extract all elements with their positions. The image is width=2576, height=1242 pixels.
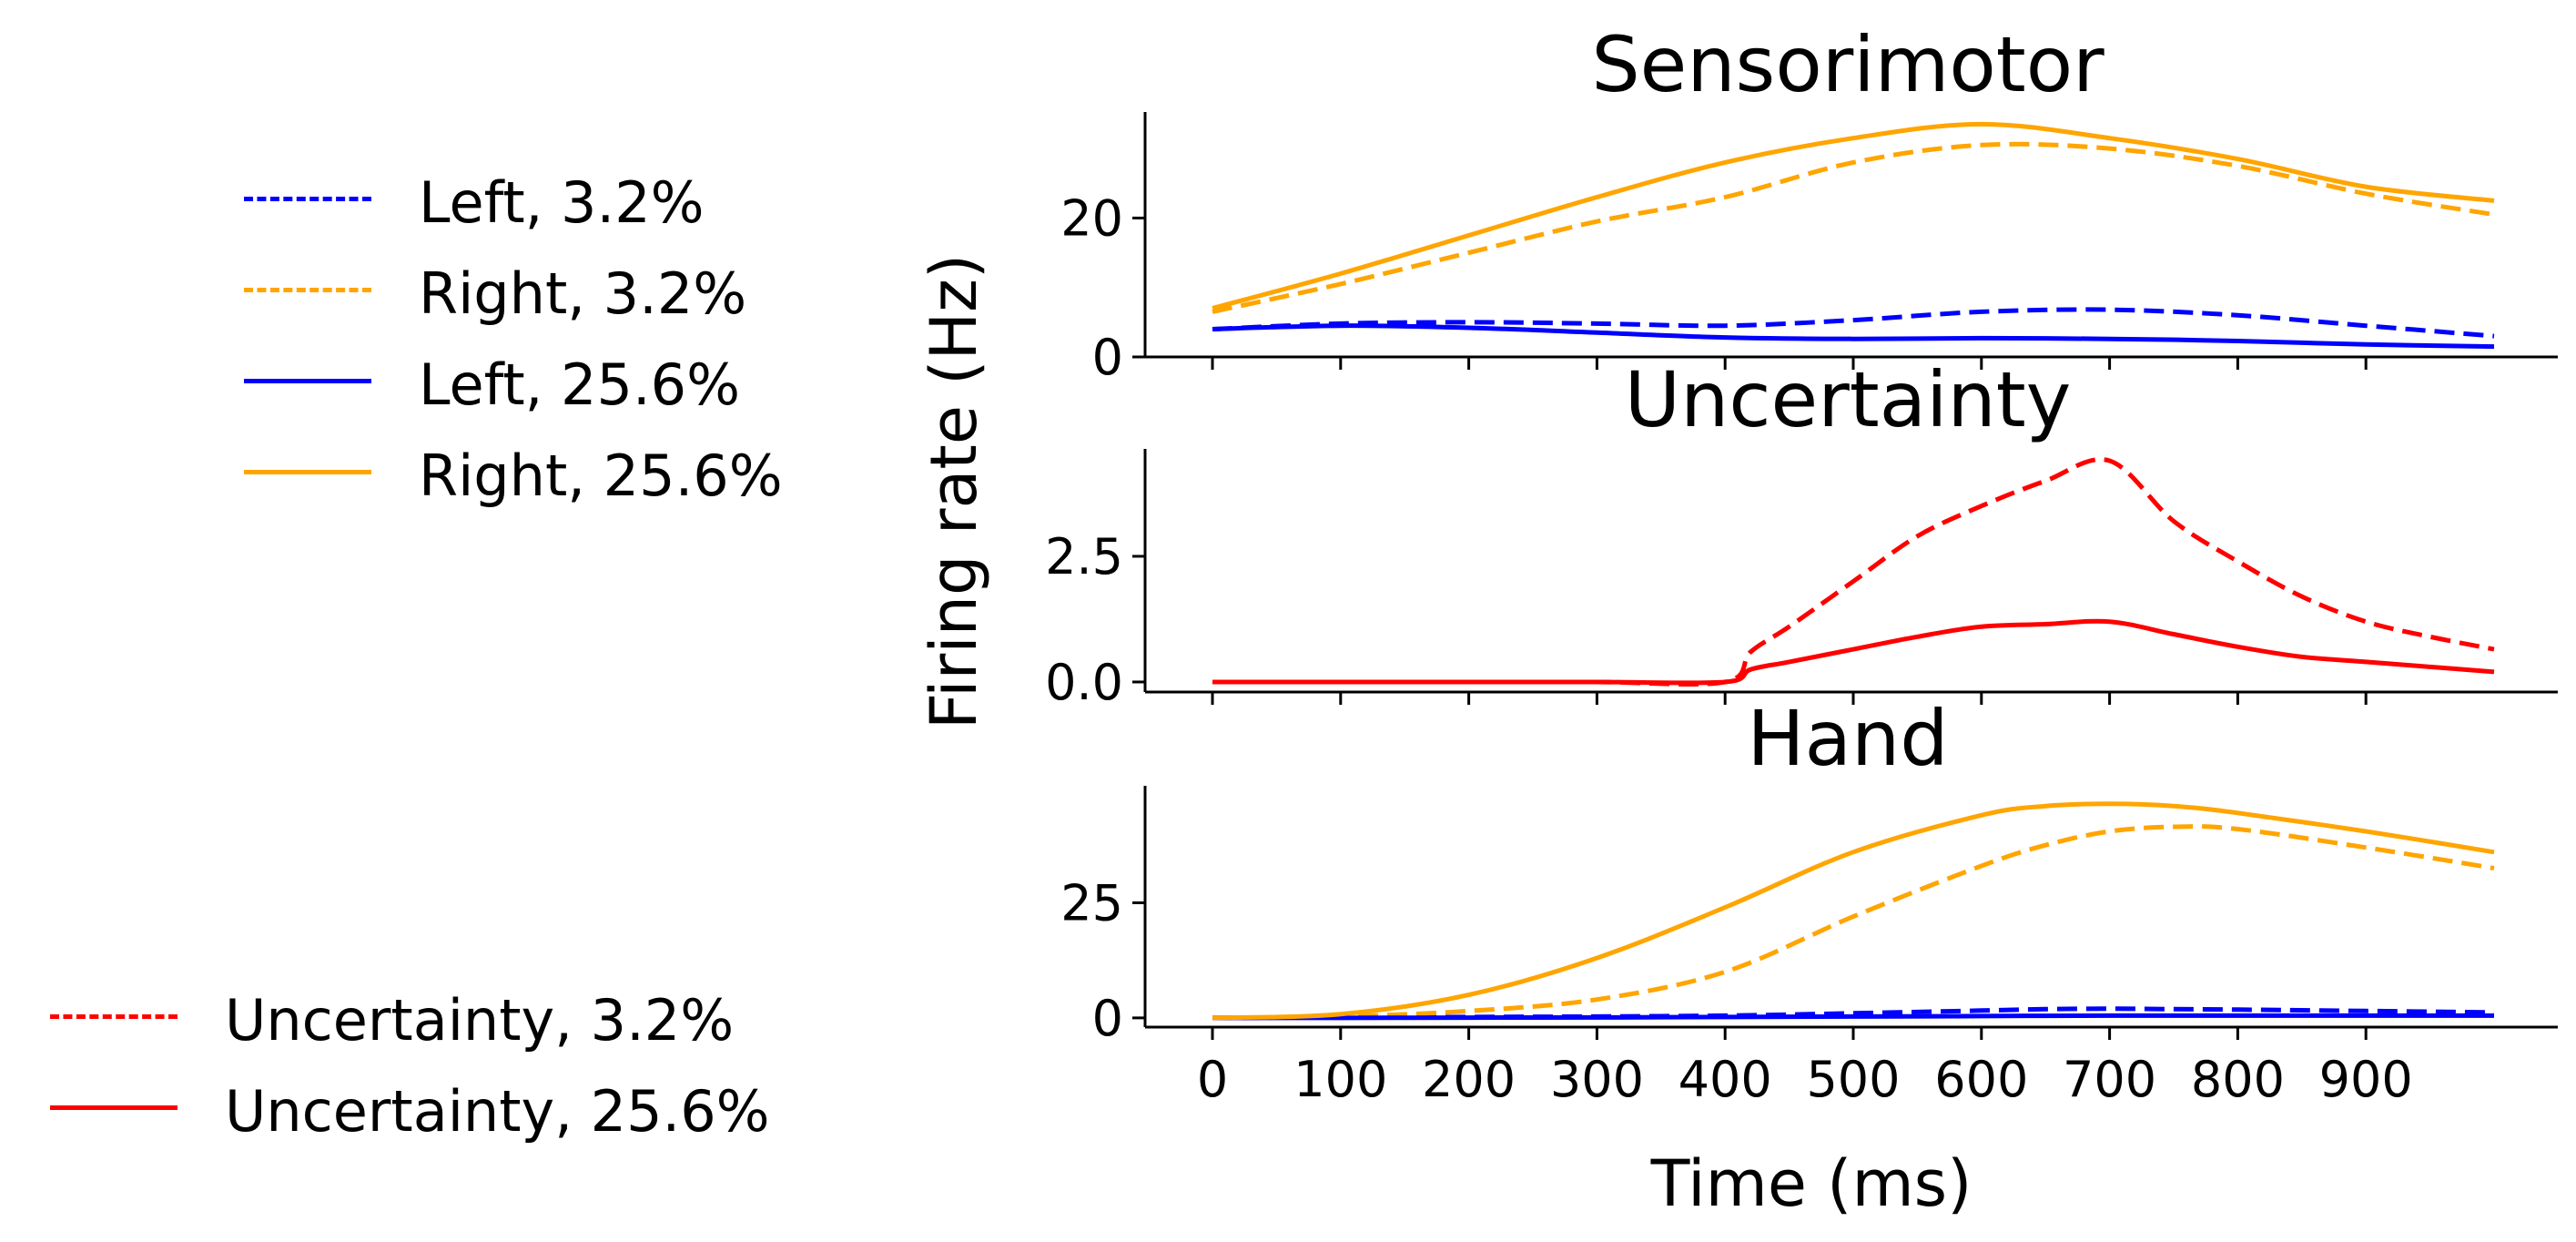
x-tick-label: 0	[1197, 1051, 1228, 1108]
legend-label: Uncertainty, 3.2%	[225, 987, 735, 1054]
legend-item-left-3-2: Left, 3.2%	[244, 153, 936, 244]
legend-neurons: Left, 3.2% Right, 3.2% Left, 25.6% Right, 2…	[244, 153, 936, 517]
series-line-left-3-2	[1212, 307, 2495, 339]
series-line-left-25-6	[1212, 323, 2495, 350]
legend-label: Uncertainty, 25.6%	[225, 1078, 770, 1145]
legend-swatch	[244, 288, 371, 292]
legend-uncertainty: Uncertainty, 3.2% Uncertainty, 25.6%	[50, 971, 869, 1153]
panel-uncertainty: Uncertainty 0.0 2.5	[1045, 355, 2558, 711]
x-tick-label: 700	[2063, 1051, 2156, 1108]
legend-item-uncertainty-3-2: Uncertainty, 3.2%	[50, 971, 869, 1062]
legend-item-uncertainty-25-6: Uncertainty, 25.6%	[50, 1062, 869, 1153]
x-tick-label: 300	[1550, 1051, 1644, 1108]
legend-swatch	[244, 197, 371, 201]
legend-swatch	[50, 1105, 177, 1110]
series-line-uncertainty-25-6	[1212, 618, 2495, 686]
legend-label: Left, 3.2%	[419, 169, 705, 236]
x-tick-label: 800	[2191, 1051, 2285, 1108]
x-tick-label: 900	[2319, 1051, 2413, 1108]
series-line-right-3-2	[1212, 824, 2495, 1021]
legend-item-right-3-2: Right, 3.2%	[244, 244, 936, 335]
legend-swatch	[50, 1014, 177, 1019]
x-tick-label: 100	[1293, 1051, 1387, 1108]
legend-item-right-25-6: Right, 25.6%	[244, 426, 936, 517]
legend-label: Right, 25.6%	[419, 443, 783, 509]
legend-swatch	[244, 379, 371, 383]
series-line-right-25-6	[1212, 121, 2495, 311]
x-tick-label: 500	[1806, 1051, 1900, 1108]
panels: Sensorimotor 0 20 Uncertainty 0.0 2.5 Hand 0 25 0…	[1045, 20, 2558, 1108]
series-line-right-3-2	[1212, 141, 2495, 314]
legend-item-left-25-6: Left, 25.6%	[244, 335, 936, 426]
x-tick-label: 400	[1678, 1051, 1772, 1108]
x-tick-label: 200	[1422, 1051, 1516, 1108]
y-axis-label: Firing rate (Hz)	[917, 254, 991, 729]
y-tick-label: 2.5	[1045, 528, 1123, 585]
x-tick-label: 600	[1934, 1051, 2028, 1108]
x-axis-label: Time (ms)	[1650, 1146, 1973, 1221]
panel-title: Hand	[1747, 694, 1948, 783]
y-tick-label: 0.0	[1045, 654, 1123, 711]
panel-sensorimotor: Sensorimotor 0 20	[1060, 20, 2558, 386]
panel-hand: Hand 0 25 0 100 200 300 400 500 600 700 800 900	[1060, 694, 2558, 1108]
series-line-left-25-6	[1212, 1013, 2494, 1021]
panel-title: Sensorimotor	[1591, 20, 2104, 109]
y-tick-label: 25	[1060, 874, 1123, 932]
legend-swatch	[244, 470, 371, 474]
series-line-right-25-6	[1212, 801, 2495, 1021]
y-tick-label: 0	[1092, 329, 1123, 386]
legend-label: Left, 25.6%	[419, 351, 741, 418]
y-tick-label: 20	[1060, 189, 1123, 247]
legend-label: Right, 3.2%	[419, 260, 747, 327]
panel-title: Uncertainty	[1625, 355, 2072, 444]
y-tick-label: 0	[1092, 990, 1123, 1047]
